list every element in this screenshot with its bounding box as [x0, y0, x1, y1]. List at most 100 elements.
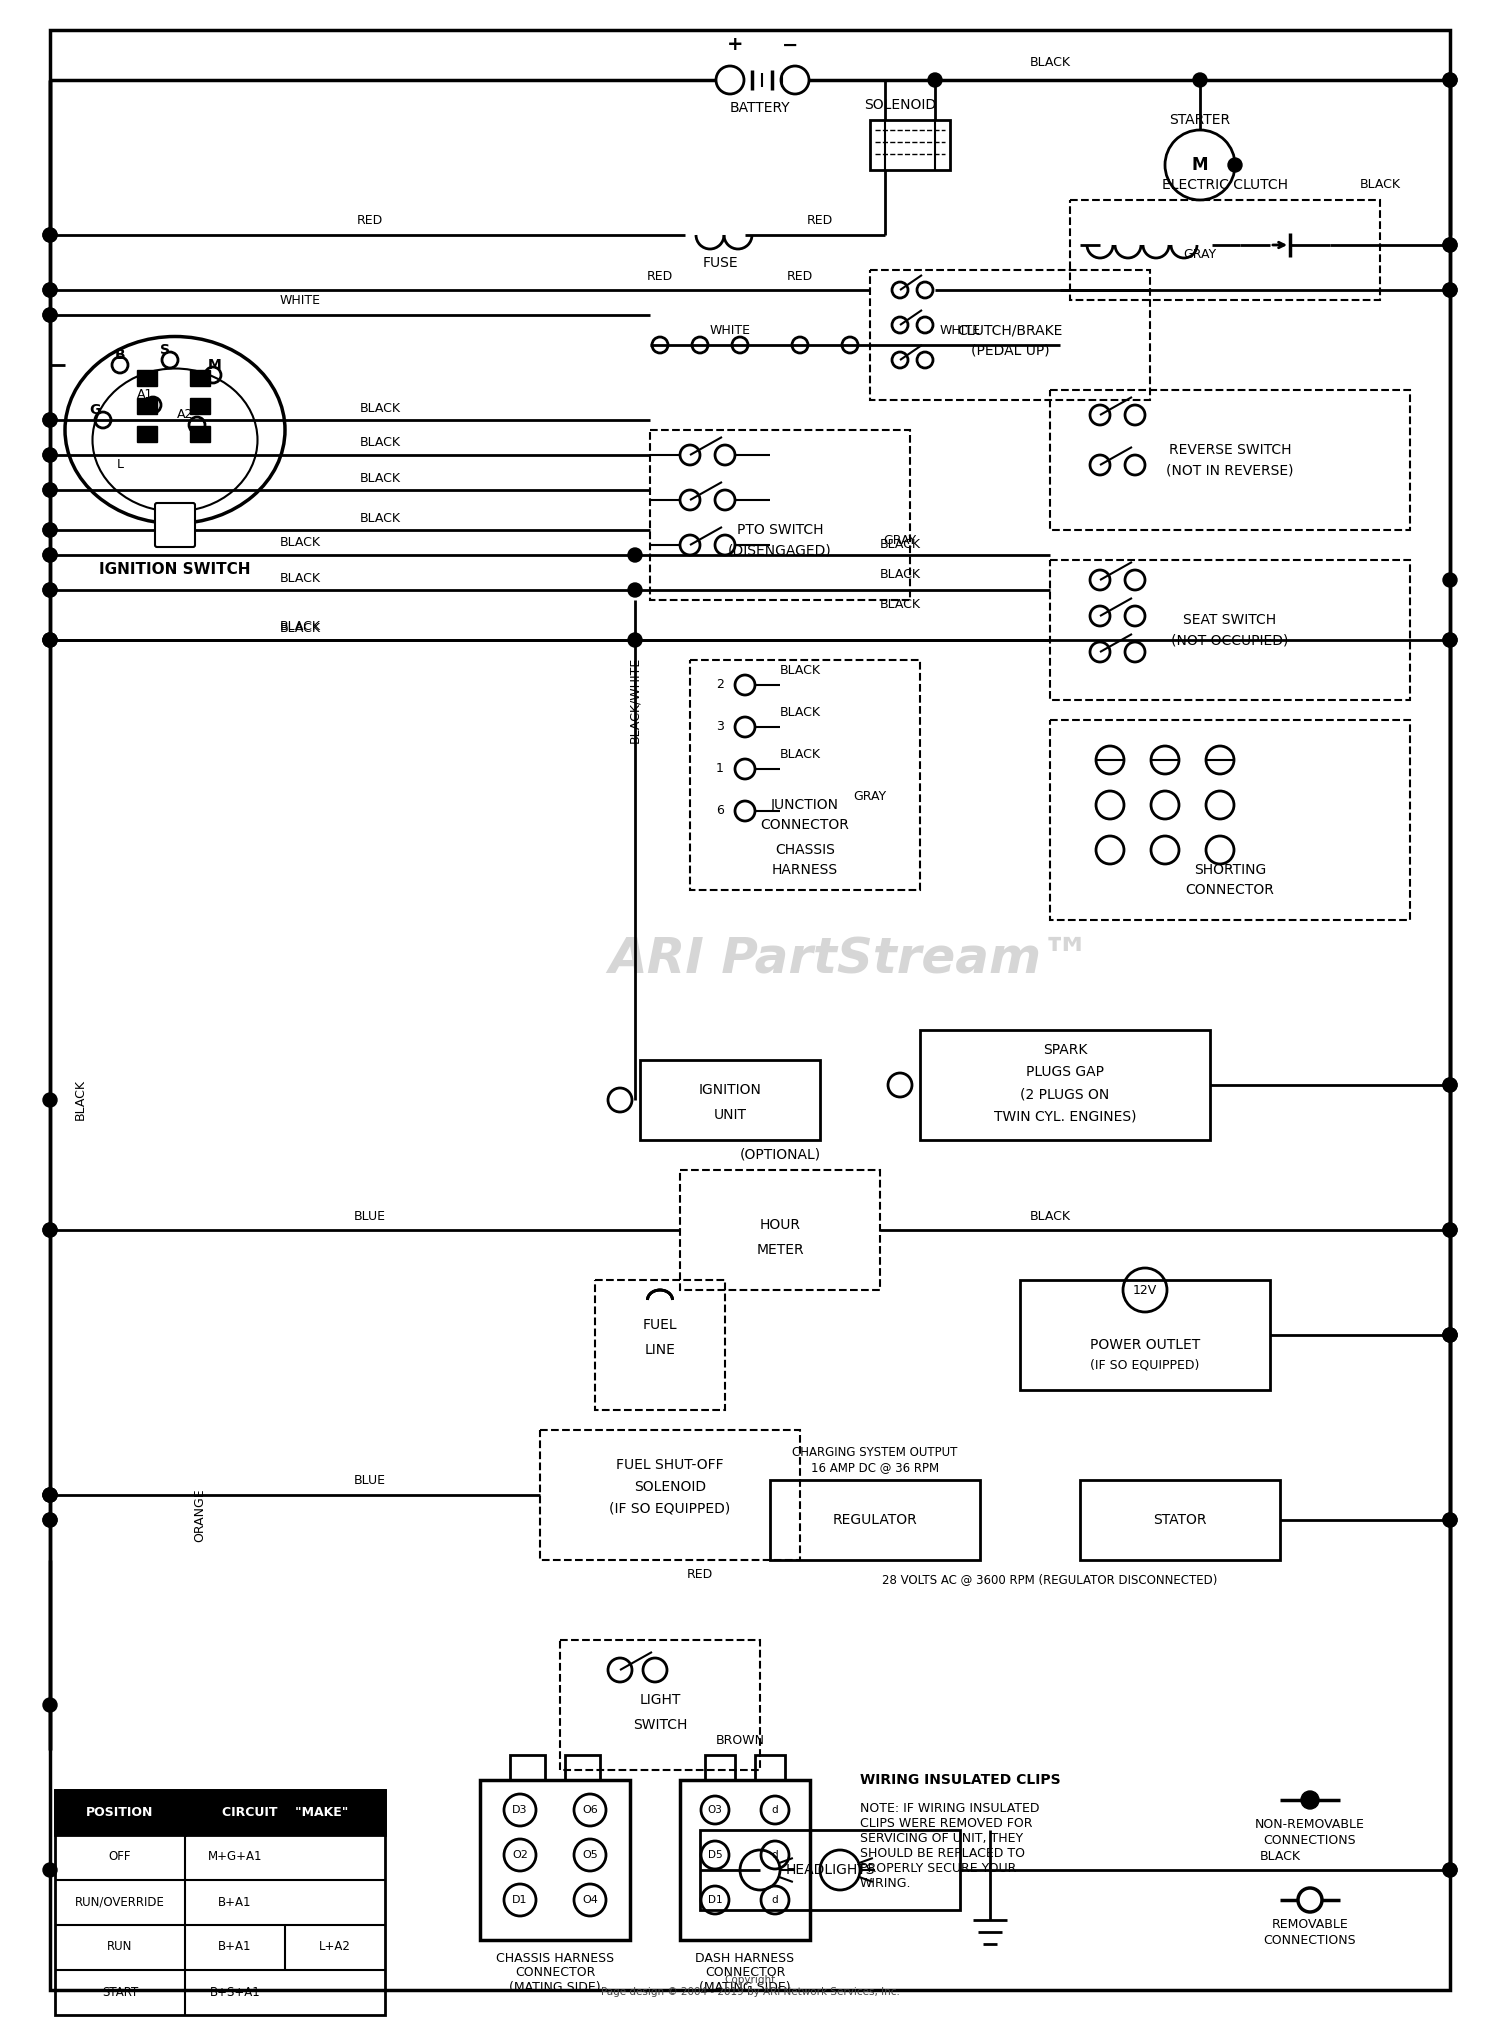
Circle shape	[1443, 1863, 1456, 1878]
Circle shape	[44, 282, 57, 297]
Circle shape	[928, 73, 942, 87]
Bar	[1050, 390, 1410, 530]
Text: FUEL SHUT-OFF: FUEL SHUT-OFF	[616, 1459, 724, 1471]
Circle shape	[1443, 1514, 1456, 1526]
Text: BLUE: BLUE	[354, 1209, 386, 1223]
Bar	[870, 270, 1150, 400]
Circle shape	[44, 447, 57, 461]
Text: CONNECTOR: CONNECTOR	[1185, 884, 1275, 896]
Circle shape	[1443, 1514, 1456, 1526]
Circle shape	[44, 1223, 57, 1237]
Text: SHORTING: SHORTING	[1194, 864, 1266, 878]
Text: CHARGING SYSTEM OUTPUT: CHARGING SYSTEM OUTPUT	[792, 1445, 957, 1459]
Text: M+G+A1: M+G+A1	[207, 1851, 262, 1863]
Bar	[770, 1479, 980, 1561]
Text: O6: O6	[582, 1804, 598, 1815]
Circle shape	[44, 1699, 57, 1713]
Bar	[136, 370, 158, 386]
Circle shape	[1443, 573, 1456, 587]
Bar	[560, 1640, 760, 1770]
Bar	[1020, 1280, 1270, 1390]
Text: BLACK: BLACK	[360, 402, 401, 415]
Bar	[136, 427, 158, 443]
Text: HEADLIGHTS: HEADLIGHTS	[786, 1863, 874, 1878]
Text: O2: O2	[512, 1849, 528, 1859]
Text: CONNECTOR: CONNECTOR	[760, 819, 849, 831]
Text: OFF: OFF	[108, 1851, 132, 1863]
Text: ARI PartStream™: ARI PartStream™	[609, 937, 1092, 983]
Circle shape	[1443, 1329, 1456, 1341]
Text: 3: 3	[716, 721, 724, 734]
Text: BLACK: BLACK	[360, 512, 401, 524]
Circle shape	[1443, 238, 1456, 252]
Text: BLACK: BLACK	[879, 599, 921, 612]
Text: BLACK: BLACK	[879, 538, 921, 551]
Text: UNIT: UNIT	[714, 1107, 747, 1122]
Text: LINE: LINE	[645, 1343, 675, 1357]
Text: (NOT IN REVERSE): (NOT IN REVERSE)	[1167, 463, 1293, 478]
Text: STARTER: STARTER	[1170, 114, 1230, 126]
Bar	[480, 1780, 630, 1941]
Text: B+A1: B+A1	[219, 1896, 252, 1908]
Text: 16 AMP DC @ 36 RPM: 16 AMP DC @ 36 RPM	[812, 1461, 939, 1475]
Text: (PEDAL UP): (PEDAL UP)	[970, 343, 1050, 358]
Bar	[700, 1831, 960, 1910]
Circle shape	[44, 1514, 57, 1526]
Circle shape	[44, 634, 57, 646]
Circle shape	[44, 583, 57, 597]
Text: RED: RED	[807, 215, 832, 228]
Text: RUN/OVERRIDE: RUN/OVERRIDE	[75, 1896, 165, 1908]
Text: SPARK: SPARK	[1042, 1042, 1088, 1057]
Text: BLACK: BLACK	[1029, 55, 1071, 69]
Circle shape	[44, 412, 57, 427]
Text: BLUE: BLUE	[354, 1475, 386, 1487]
Text: 12V: 12V	[1132, 1284, 1156, 1296]
Text: (NOT OCCUPIED): (NOT OCCUPIED)	[1172, 634, 1288, 646]
Text: NOTE: IF WIRING INSULATED
CLIPS WERE REMOVED FOR
SERVICING OF UNIT, THEY
SHOULD : NOTE: IF WIRING INSULATED CLIPS WERE REM…	[859, 1802, 1040, 1890]
Text: O4: O4	[582, 1896, 598, 1906]
Text: B+S+A1: B+S+A1	[210, 1985, 261, 1999]
Circle shape	[44, 522, 57, 536]
Text: D1: D1	[708, 1896, 723, 1906]
Text: S: S	[160, 343, 170, 358]
Text: POSITION: POSITION	[87, 1806, 153, 1819]
Circle shape	[1443, 1329, 1456, 1341]
Circle shape	[44, 1487, 57, 1502]
Circle shape	[44, 228, 57, 242]
Circle shape	[1192, 73, 1208, 87]
Text: HOUR: HOUR	[759, 1217, 801, 1231]
Circle shape	[1443, 1079, 1456, 1091]
Bar	[754, 1756, 784, 1780]
Text: CHASSIS HARNESS: CHASSIS HARNESS	[496, 1951, 614, 1965]
Circle shape	[1443, 73, 1456, 87]
Bar	[640, 1061, 821, 1140]
Text: CONNECTOR: CONNECTOR	[705, 1967, 785, 1979]
Text: SOLENOID: SOLENOID	[864, 98, 936, 112]
Text: WHITE: WHITE	[710, 325, 750, 337]
Bar	[136, 398, 158, 415]
Text: IGNITION: IGNITION	[699, 1083, 762, 1097]
Text: BLACK: BLACK	[879, 569, 921, 581]
Text: BLACK: BLACK	[780, 705, 820, 719]
Text: IGNITION SWITCH: IGNITION SWITCH	[99, 563, 250, 577]
Text: (DISENGAGED): (DISENGAGED)	[728, 543, 833, 557]
Circle shape	[44, 583, 57, 597]
Text: CLUTCH/BRAKE: CLUTCH/BRAKE	[957, 323, 1062, 337]
Circle shape	[1443, 1329, 1456, 1341]
Text: CIRCUIT    "MAKE": CIRCUIT "MAKE"	[222, 1806, 348, 1819]
Text: (IF SO EQUIPPED): (IF SO EQUIPPED)	[1090, 1359, 1200, 1372]
Text: A1: A1	[136, 388, 153, 402]
Text: BLACK: BLACK	[360, 437, 401, 449]
Text: RED: RED	[646, 270, 674, 282]
Circle shape	[1443, 282, 1456, 297]
Text: M: M	[1191, 156, 1209, 175]
Text: CONNECTOR: CONNECTOR	[514, 1967, 596, 1979]
Text: REVERSE SWITCH: REVERSE SWITCH	[1168, 443, 1292, 457]
Bar	[190, 398, 210, 415]
Text: BLACK: BLACK	[279, 622, 321, 634]
Text: 2: 2	[716, 679, 724, 691]
Circle shape	[44, 484, 57, 498]
Circle shape	[1443, 238, 1456, 252]
Bar	[510, 1756, 544, 1780]
Text: RED: RED	[687, 1569, 712, 1581]
